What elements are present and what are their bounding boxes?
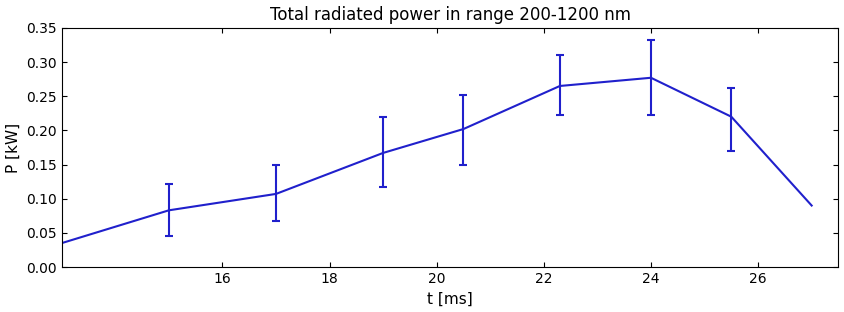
Y-axis label: P [kW]: P [kW]	[6, 122, 20, 173]
X-axis label: t [ms]: t [ms]	[427, 291, 473, 306]
Title: Total radiated power in range 200-1200 nm: Total radiated power in range 200-1200 n…	[269, 6, 630, 23]
